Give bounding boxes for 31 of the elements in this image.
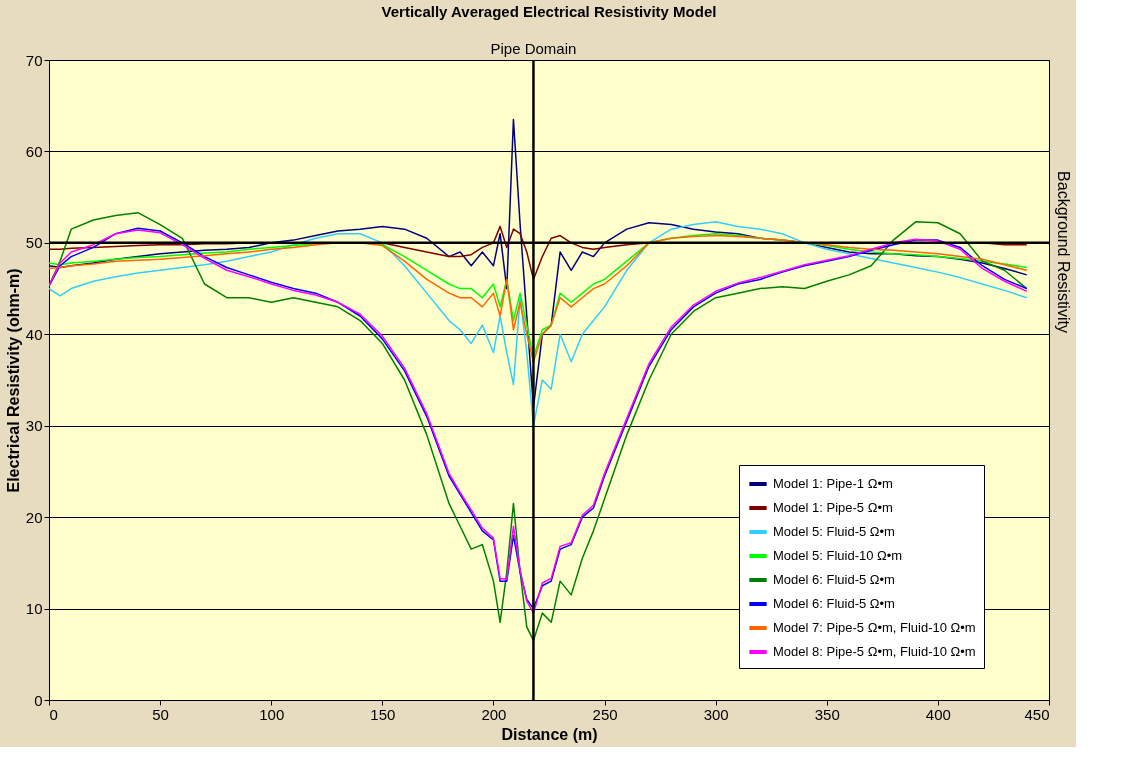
- legend-label: Model 7: Pipe-5 Ω•m, Fluid-10 Ω•m: [773, 620, 976, 635]
- legend-label: Model 6: Fluid-5 Ω•m: [773, 572, 895, 587]
- legend-label: Model 5: Fluid-5 Ω•m: [773, 524, 895, 539]
- legend-label: Model 1: Pipe-5 Ω•m: [773, 500, 893, 515]
- y-axis-title: Electrical Resistivity (ohm-m): [4, 268, 22, 493]
- x-axis-title: Distance (m): [501, 725, 598, 743]
- y-tick-label: 50: [25, 234, 43, 252]
- legend-label: Model 8: Pipe-5 Ω•m, Fluid-10 Ω•m: [773, 644, 976, 659]
- y-tick-label: 30: [25, 417, 43, 435]
- x-tick-label: 50: [152, 705, 169, 723]
- ref-line-label: Background Resistivity: [1055, 171, 1072, 333]
- x-tick-label: 100: [259, 705, 285, 723]
- x-tick-label: 300: [703, 705, 729, 723]
- y-tick-label: 60: [25, 142, 43, 160]
- legend-label: Model 5: Fluid-10 Ω•m: [773, 548, 903, 563]
- y-tick-label: 40: [25, 325, 43, 343]
- x-tick-label: 350: [814, 705, 840, 723]
- x-tick-label: 450: [1024, 705, 1050, 723]
- x-tick-label: 200: [481, 705, 507, 723]
- x-tick-label: 0: [49, 705, 58, 723]
- x-tick-label: 400: [925, 705, 951, 723]
- y-tick-label: 70: [25, 51, 43, 69]
- y-tick-label: 0: [34, 691, 43, 709]
- ref-line-label: Pipe Domain: [490, 40, 577, 57]
- legend-label: Model 6: Fluid-5 Ω•m: [773, 596, 895, 611]
- legend-label: Model 1: Pipe-1 Ω•m: [773, 476, 893, 491]
- x-tick-label: 250: [592, 705, 618, 723]
- chart-title: Vertically Averaged Electrical Resistivity Model: [381, 3, 717, 20]
- y-tick-label: 10: [25, 600, 43, 618]
- x-tick-label: 150: [370, 705, 396, 723]
- y-tick-label: 20: [25, 508, 43, 526]
